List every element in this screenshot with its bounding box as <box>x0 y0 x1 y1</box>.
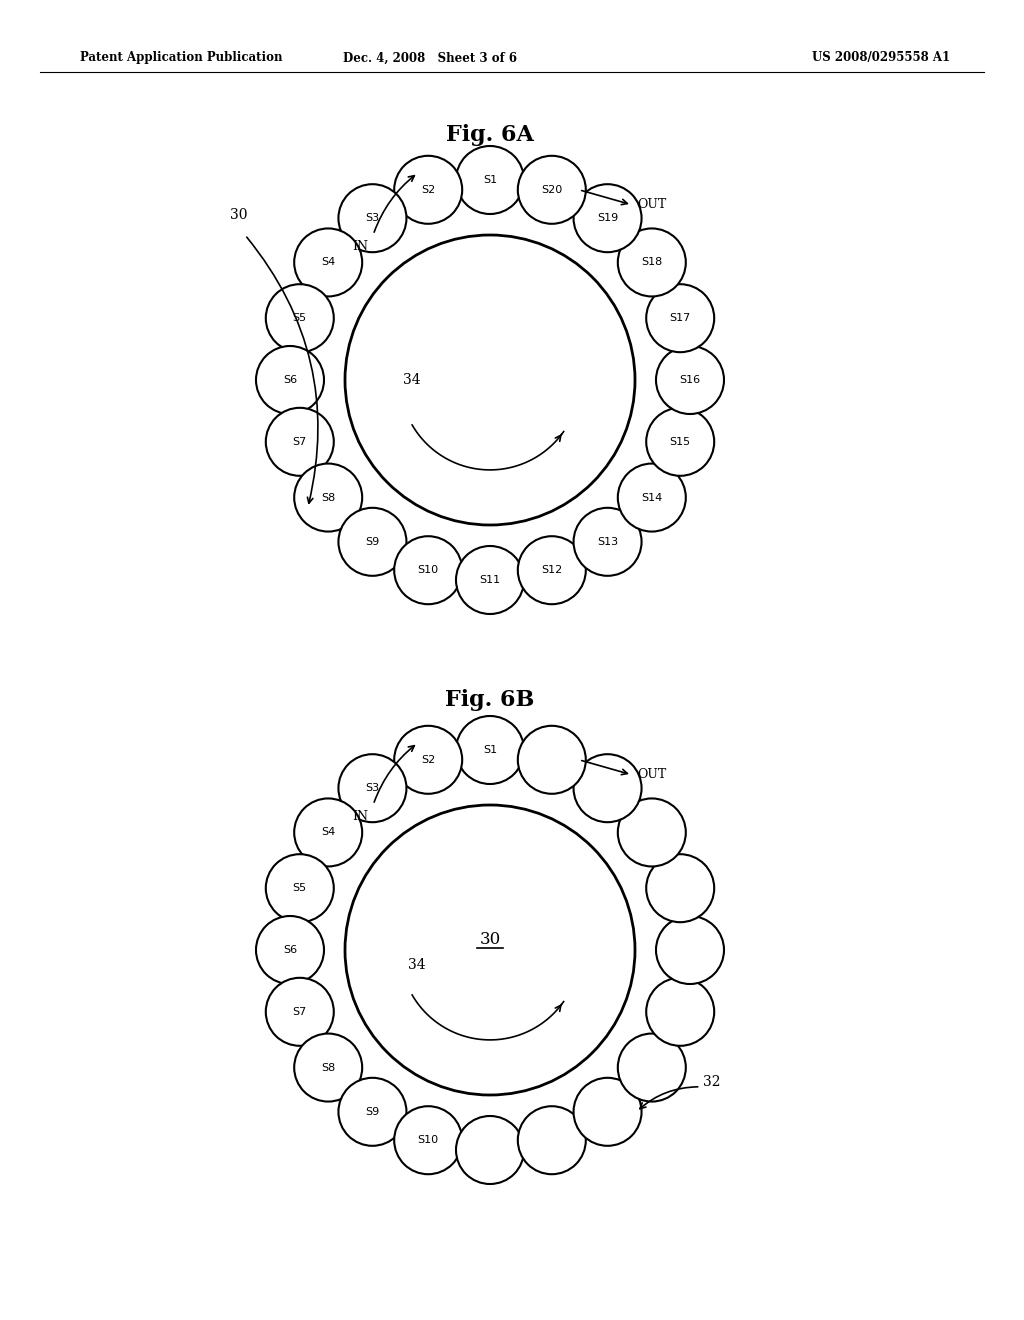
Circle shape <box>573 1078 642 1146</box>
Circle shape <box>518 156 586 224</box>
Text: S2: S2 <box>421 755 435 764</box>
Text: S5: S5 <box>293 883 307 894</box>
Circle shape <box>266 978 334 1045</box>
Circle shape <box>294 228 362 297</box>
Text: S7: S7 <box>293 1007 307 1016</box>
Circle shape <box>339 508 407 576</box>
Text: 32: 32 <box>702 1074 720 1089</box>
Text: Dec. 4, 2008   Sheet 3 of 6: Dec. 4, 2008 Sheet 3 of 6 <box>343 51 517 65</box>
Text: S9: S9 <box>366 1106 380 1117</box>
Text: Fig. 6B: Fig. 6B <box>445 689 535 711</box>
Text: Patent Application Publication: Patent Application Publication <box>80 51 283 65</box>
Circle shape <box>573 754 642 822</box>
Text: S1: S1 <box>483 176 497 185</box>
Circle shape <box>617 1034 686 1102</box>
Circle shape <box>656 916 724 983</box>
Text: S7: S7 <box>293 437 307 446</box>
Circle shape <box>256 916 324 983</box>
Text: S14: S14 <box>641 492 663 503</box>
Text: S2: S2 <box>421 185 435 195</box>
Text: S16: S16 <box>680 375 700 385</box>
Circle shape <box>617 228 686 297</box>
Text: S3: S3 <box>366 214 380 223</box>
Circle shape <box>573 508 642 576</box>
Text: Fig. 6A: Fig. 6A <box>446 124 534 147</box>
Circle shape <box>646 408 714 475</box>
Text: S4: S4 <box>322 828 335 837</box>
Text: S11: S11 <box>479 576 501 585</box>
Circle shape <box>294 799 362 866</box>
Text: IN: IN <box>352 809 369 822</box>
Text: US 2008/0295558 A1: US 2008/0295558 A1 <box>812 51 950 65</box>
Text: S1: S1 <box>483 744 497 755</box>
Text: S4: S4 <box>322 257 335 268</box>
Text: OUT: OUT <box>637 198 666 211</box>
Text: S8: S8 <box>322 492 335 503</box>
Text: S10: S10 <box>418 1135 438 1146</box>
Circle shape <box>573 185 642 252</box>
Text: S6: S6 <box>283 375 297 385</box>
Text: S15: S15 <box>670 437 691 446</box>
Circle shape <box>456 715 524 784</box>
Circle shape <box>266 284 334 352</box>
Circle shape <box>339 185 407 252</box>
Text: 30: 30 <box>479 932 501 949</box>
Circle shape <box>394 1106 462 1175</box>
Circle shape <box>294 463 362 532</box>
Circle shape <box>294 1034 362 1102</box>
Circle shape <box>394 536 462 605</box>
Circle shape <box>456 1115 524 1184</box>
Circle shape <box>656 346 724 414</box>
Text: S9: S9 <box>366 537 380 546</box>
Circle shape <box>518 726 586 793</box>
Circle shape <box>646 284 714 352</box>
Text: S20: S20 <box>541 185 562 195</box>
Text: S12: S12 <box>541 565 562 576</box>
Text: S17: S17 <box>670 313 691 323</box>
Text: S5: S5 <box>293 313 307 323</box>
Circle shape <box>256 346 324 414</box>
Text: S6: S6 <box>283 945 297 954</box>
Circle shape <box>394 726 462 793</box>
Text: 34: 34 <box>403 374 421 387</box>
Circle shape <box>646 854 714 923</box>
Text: S13: S13 <box>597 537 618 546</box>
Circle shape <box>456 147 524 214</box>
Circle shape <box>456 546 524 614</box>
Text: IN: IN <box>352 240 369 253</box>
Circle shape <box>646 978 714 1045</box>
Circle shape <box>617 799 686 866</box>
Text: S10: S10 <box>418 565 438 576</box>
Circle shape <box>617 463 686 532</box>
Circle shape <box>266 854 334 923</box>
Text: OUT: OUT <box>637 768 666 781</box>
Text: S8: S8 <box>322 1063 335 1073</box>
Circle shape <box>266 408 334 475</box>
Circle shape <box>394 156 462 224</box>
Text: S18: S18 <box>641 257 663 268</box>
Text: S3: S3 <box>366 783 380 793</box>
Circle shape <box>339 1078 407 1146</box>
Text: 34: 34 <box>408 958 426 972</box>
Text: 30: 30 <box>230 209 248 222</box>
Text: S19: S19 <box>597 214 618 223</box>
Circle shape <box>339 754 407 822</box>
Circle shape <box>518 1106 586 1175</box>
Circle shape <box>518 536 586 605</box>
